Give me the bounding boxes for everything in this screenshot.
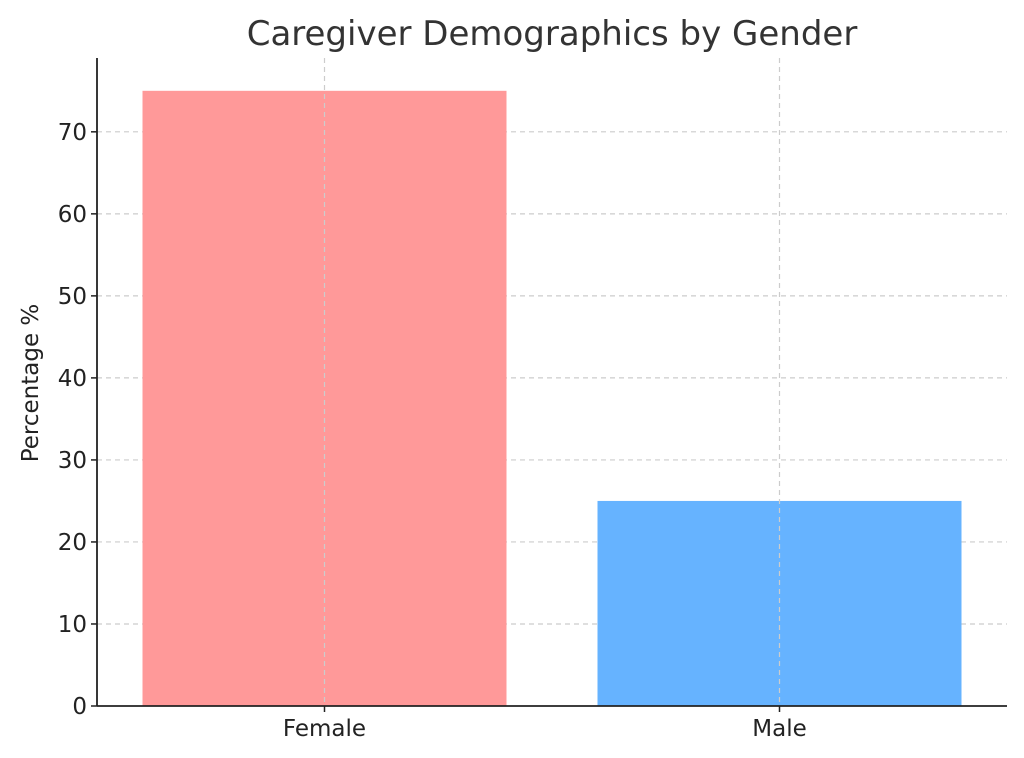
bar-male: [597, 500, 962, 706]
y-tick-label: 40: [58, 366, 87, 392]
y-tick-label: 10: [58, 612, 87, 638]
y-tick-label: 30: [58, 448, 87, 474]
y-tick-label: 60: [58, 202, 87, 228]
y-tick-label: 0: [72, 694, 87, 720]
x-axis-ticks: Female Male: [283, 706, 807, 742]
x-tick-label: Male: [752, 716, 806, 742]
x-tick-label: Female: [283, 716, 366, 742]
chart-title: Caregiver Demographics by Gender: [247, 14, 858, 54]
bars: [142, 90, 962, 707]
y-tick-label: 20: [58, 530, 87, 556]
y-axis-ticks: 0 10 20 30 40 50 60 70: [58, 120, 97, 720]
vertical-grid-lines: [323, 58, 781, 706]
y-tick-label: 50: [58, 284, 87, 310]
y-axis-label: Percentage %: [18, 304, 44, 463]
bar-female: [142, 90, 507, 707]
y-tick-label: 70: [58, 120, 87, 146]
axes: [96, 58, 1007, 707]
